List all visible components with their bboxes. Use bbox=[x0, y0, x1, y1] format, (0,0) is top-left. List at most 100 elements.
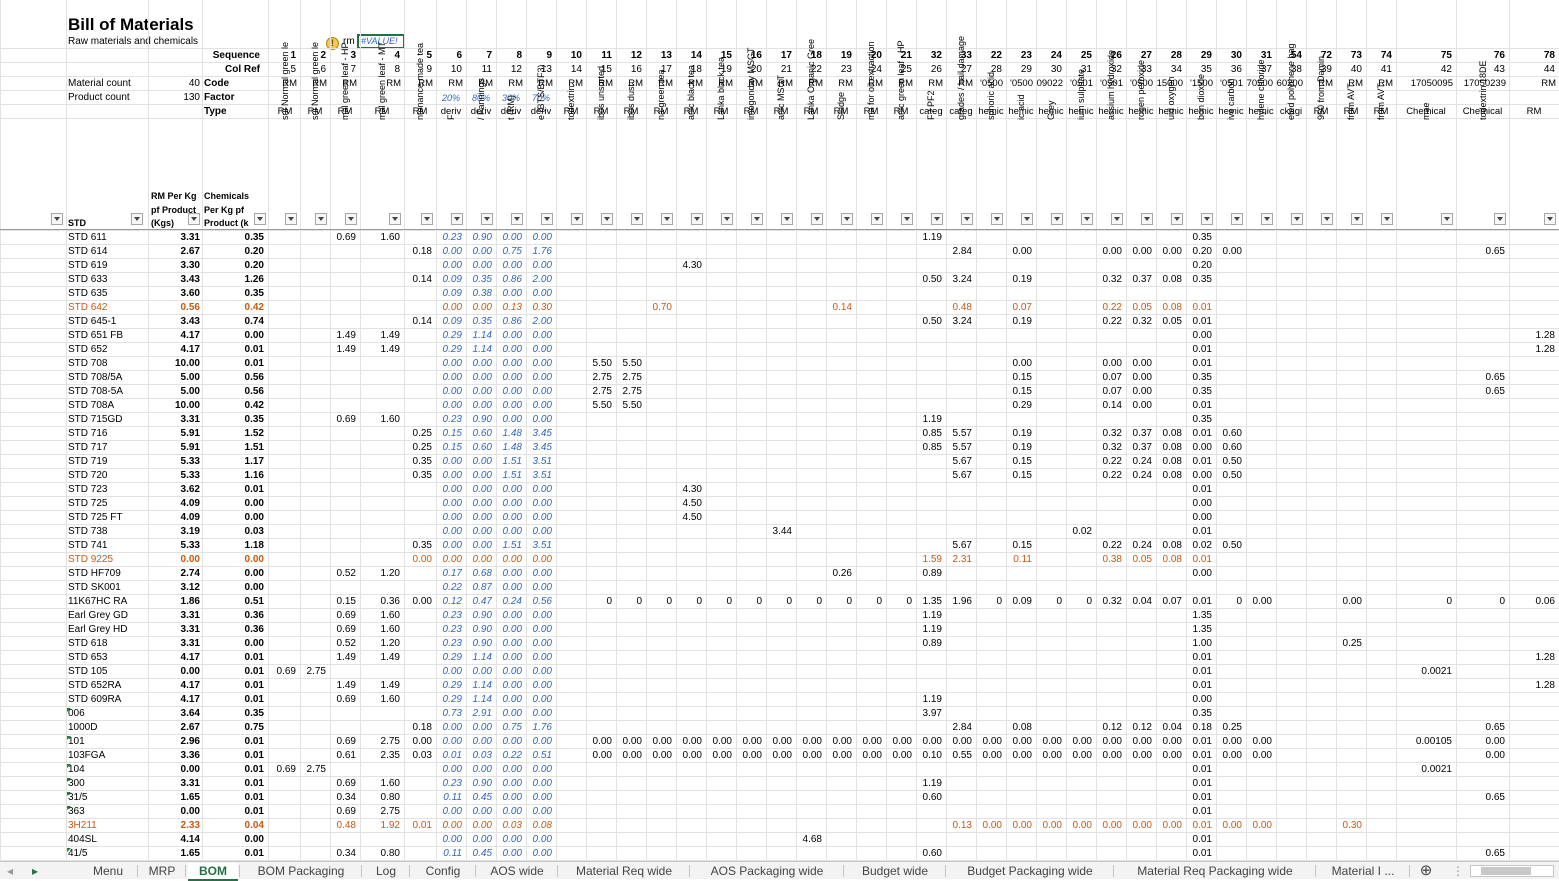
data-cell[interactable]: 0.00 bbox=[502, 484, 522, 495]
data-cell[interactable]: 0.35 bbox=[412, 540, 432, 551]
data-cell[interactable]: 0.50 bbox=[922, 274, 942, 285]
data-cell[interactable]: 0.00 bbox=[742, 750, 762, 761]
data-cell[interactable]: 0.04 bbox=[1162, 722, 1182, 733]
data-cell[interactable]: 0.00 bbox=[1485, 750, 1505, 761]
data-cell[interactable]: 0 bbox=[816, 596, 822, 607]
data-cell[interactable]: 0.24 bbox=[1132, 540, 1152, 551]
data-cell[interactable]: 0.01 bbox=[1192, 526, 1212, 537]
column-filter-button[interactable] bbox=[1261, 213, 1273, 225]
data-cell[interactable]: 2.75 bbox=[306, 666, 326, 677]
data-cell[interactable]: 0 bbox=[786, 596, 792, 607]
data-cell[interactable]: 0.69 bbox=[336, 610, 356, 621]
data-cell[interactable]: 0.00 bbox=[1192, 470, 1212, 481]
data-cell[interactable]: 0 bbox=[846, 596, 852, 607]
data-cell[interactable]: 0.89 bbox=[922, 638, 942, 649]
data-cell[interactable]: 0.19 bbox=[1012, 428, 1032, 439]
data-cell[interactable]: 0.00 bbox=[442, 456, 462, 467]
data-cell[interactable]: 0.01 bbox=[1192, 302, 1212, 313]
data-cell[interactable]: 0.23 bbox=[442, 414, 462, 425]
data-cell[interactable]: 0.80 bbox=[380, 792, 400, 803]
data-cell[interactable]: 0.00 bbox=[472, 554, 492, 565]
data-cell[interactable]: 0.01 bbox=[1192, 736, 1212, 747]
data-cell[interactable]: 0.00 bbox=[472, 498, 492, 509]
data-cell[interactable]: 0.00 bbox=[442, 666, 462, 677]
data-cell[interactable]: 0.48 bbox=[952, 302, 972, 313]
data-cell[interactable]: 1.19 bbox=[922, 414, 942, 425]
data-cell[interactable]: 0.32 bbox=[1102, 428, 1122, 439]
data-cell[interactable]: 0.35 bbox=[1192, 386, 1212, 397]
data-cell[interactable]: 0.37 bbox=[1132, 274, 1152, 285]
data-cell[interactable]: 1.35 bbox=[1192, 624, 1212, 635]
data-cell[interactable]: 0.22 bbox=[1102, 540, 1122, 551]
tab-nav-next-icon[interactable]: ▸ bbox=[31, 864, 39, 878]
data-cell[interactable]: 2.75 bbox=[622, 372, 642, 383]
data-cell[interactable]: 0.65 bbox=[1485, 722, 1505, 733]
data-cell[interactable]: 0.52 bbox=[336, 638, 356, 649]
data-cell[interactable]: 0.32 bbox=[1132, 316, 1152, 327]
data-cell[interactable]: 0.00 bbox=[1132, 820, 1152, 831]
data-cell[interactable]: 0.08 bbox=[1012, 722, 1032, 733]
data-cell[interactable]: 0.00 bbox=[502, 330, 522, 341]
data-cell[interactable]: 0.00 bbox=[502, 400, 522, 411]
data-cell[interactable]: 0.23 bbox=[442, 638, 462, 649]
data-cell[interactable]: 0.01 bbox=[1192, 344, 1212, 355]
data-cell[interactable]: 1.48 bbox=[502, 442, 522, 453]
data-cell[interactable]: 0.00 bbox=[442, 834, 462, 845]
data-cell[interactable]: 0.00 bbox=[502, 288, 522, 299]
data-cell[interactable]: 0.00 bbox=[1132, 750, 1152, 761]
data-cell[interactable]: 0.30 bbox=[1342, 820, 1362, 831]
data-cell[interactable]: 0.09 bbox=[442, 316, 462, 327]
tab-material-req-packaging-wide[interactable]: Material Req Packaging wide bbox=[1137, 864, 1293, 878]
add-sheet-icon[interactable]: ⊕ bbox=[1419, 862, 1433, 879]
data-cell[interactable]: 1.19 bbox=[922, 624, 942, 635]
data-cell[interactable]: 0.08 bbox=[1162, 456, 1182, 467]
data-cell[interactable]: 1.35 bbox=[1192, 610, 1212, 621]
data-cell[interactable]: 5.50 bbox=[592, 400, 612, 411]
data-cell[interactable]: 0.00 bbox=[1222, 246, 1242, 257]
data-cell[interactable]: 0.00 bbox=[472, 834, 492, 845]
data-cell[interactable]: 1.35 bbox=[922, 596, 942, 607]
data-cell[interactable]: 0.86 bbox=[502, 316, 522, 327]
data-cell[interactable]: 0.00 bbox=[442, 372, 462, 383]
data-cell[interactable]: 1.60 bbox=[380, 778, 400, 789]
data-cell[interactable]: 0.00 bbox=[1252, 736, 1272, 747]
data-cell[interactable]: 1.51 bbox=[502, 540, 522, 551]
data-cell[interactable]: 4.50 bbox=[682, 512, 702, 523]
data-cell[interactable]: 0.00 bbox=[502, 386, 522, 397]
data-cell[interactable]: 0.01 bbox=[1192, 680, 1212, 691]
data-cell[interactable]: 0.00 bbox=[1012, 820, 1032, 831]
data-cell[interactable]: 0.80 bbox=[380, 848, 400, 859]
data-cell[interactable]: 0.01 bbox=[1192, 358, 1212, 369]
data-cell[interactable]: 0.00 bbox=[502, 414, 522, 425]
data-cell[interactable]: 0.52 bbox=[336, 568, 356, 579]
data-cell[interactable]: 0.00 bbox=[982, 736, 1002, 747]
data-cell[interactable]: 0.00 bbox=[502, 694, 522, 705]
data-cell[interactable]: 0.00 bbox=[532, 498, 552, 509]
data-cell[interactable]: 0.00 bbox=[502, 624, 522, 635]
tab-aos-packaging-wide[interactable]: AOS Packaging wide bbox=[710, 864, 824, 878]
data-cell[interactable]: 0.00 bbox=[502, 610, 522, 621]
data-cell[interactable]: 0.08 bbox=[1162, 554, 1182, 565]
data-cell[interactable]: 0.65 bbox=[1485, 372, 1505, 383]
data-cell[interactable]: 0.00 bbox=[982, 820, 1002, 831]
data-cell[interactable]: 0.00 bbox=[712, 750, 732, 761]
data-cell[interactable]: 0.15 bbox=[1012, 456, 1032, 467]
data-cell[interactable]: 1.49 bbox=[380, 344, 400, 355]
data-cell[interactable]: 0.00 bbox=[1132, 736, 1152, 747]
data-cell[interactable]: 0 bbox=[756, 596, 762, 607]
data-cell[interactable]: 4.50 bbox=[682, 498, 702, 509]
data-cell[interactable]: 0.03 bbox=[412, 750, 432, 761]
data-cell[interactable]: 0.01 bbox=[1192, 820, 1212, 831]
data-cell[interactable]: 0.14 bbox=[412, 316, 432, 327]
data-cell[interactable]: 0.00 bbox=[1072, 736, 1092, 747]
data-cell[interactable]: 0.00 bbox=[622, 750, 642, 761]
data-cell[interactable]: 0.55 bbox=[952, 750, 972, 761]
data-cell[interactable]: 0.00 bbox=[442, 498, 462, 509]
column-filter-button[interactable] bbox=[285, 213, 297, 225]
data-cell[interactable]: 0.23 bbox=[442, 232, 462, 243]
data-cell[interactable]: 0.07 bbox=[1162, 596, 1182, 607]
data-cell[interactable]: 0.00 bbox=[1132, 358, 1152, 369]
data-cell[interactable]: 1.49 bbox=[336, 680, 356, 691]
data-cell[interactable]: 0 bbox=[1056, 596, 1062, 607]
column-filter-button[interactable] bbox=[631, 213, 643, 225]
